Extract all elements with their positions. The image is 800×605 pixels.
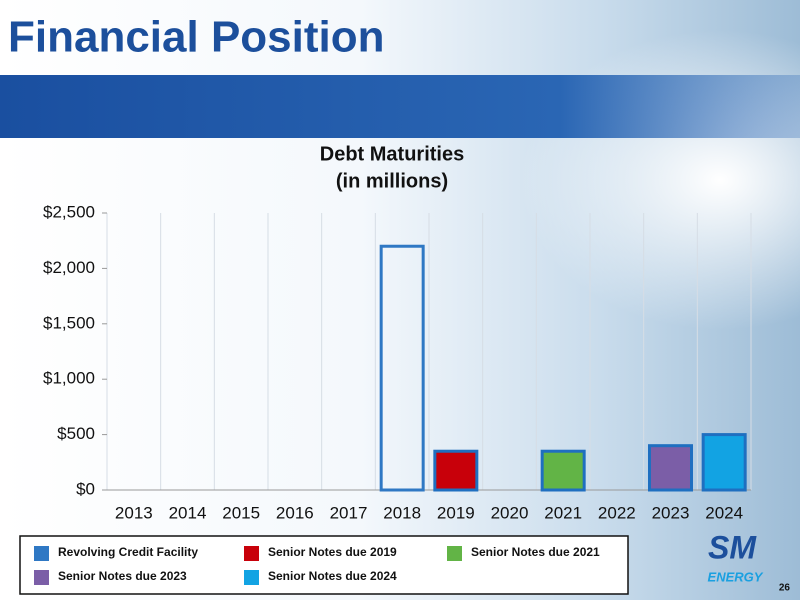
x-tick-label: 2021 <box>544 503 582 522</box>
legend-label: Senior Notes due 2021 <box>471 545 600 559</box>
y-tick-label: $2,500 <box>43 202 95 221</box>
bar <box>648 444 693 492</box>
bar <box>433 449 479 492</box>
y-tick-label: $1,000 <box>43 369 95 388</box>
x-tick-label: 2024 <box>705 503 743 522</box>
legend-swatch <box>447 546 462 561</box>
bar <box>379 244 425 492</box>
slide-title: Financial Position <box>8 13 385 62</box>
legend-swatch <box>34 546 49 561</box>
x-tick-label: 2022 <box>598 503 636 522</box>
x-tick-label: 2015 <box>222 503 260 522</box>
page-number: 26 <box>779 583 791 594</box>
legend-label: Senior Notes due 2024 <box>268 569 397 583</box>
legend-label: Senior Notes due 2019 <box>268 545 397 559</box>
x-tick-label: 2023 <box>652 503 690 522</box>
x-tick-label: 2014 <box>169 503 207 522</box>
bar <box>701 433 747 492</box>
y-tick-label: $2,000 <box>43 258 95 277</box>
y-tick-label: $500 <box>57 424 95 443</box>
x-tick-label: 2013 <box>115 503 153 522</box>
title-band <box>0 75 800 138</box>
x-tick-label: 2018 <box>383 503 421 522</box>
x-tick-label: 2019 <box>437 503 475 522</box>
legend-label: Revolving Credit Facility <box>58 545 198 559</box>
bar <box>540 449 586 492</box>
y-tick-label: $1,500 <box>43 313 95 332</box>
legend-box <box>19 535 629 595</box>
x-tick-label: 2020 <box>491 503 529 522</box>
x-tick-label: 2016 <box>276 503 314 522</box>
legend-swatch <box>244 570 259 585</box>
chart-subtitle: (in millions) <box>336 170 448 192</box>
logo: SM <box>708 529 757 565</box>
logo-sub: ENERGY <box>708 569 764 584</box>
legend-swatch <box>244 546 259 561</box>
legend-label: Senior Notes due 2023 <box>58 569 187 583</box>
legend-swatch <box>34 570 49 585</box>
chart-title: Debt Maturities <box>320 143 464 165</box>
x-tick-label: 2017 <box>330 503 368 522</box>
y-tick-label: $0 <box>76 479 95 498</box>
